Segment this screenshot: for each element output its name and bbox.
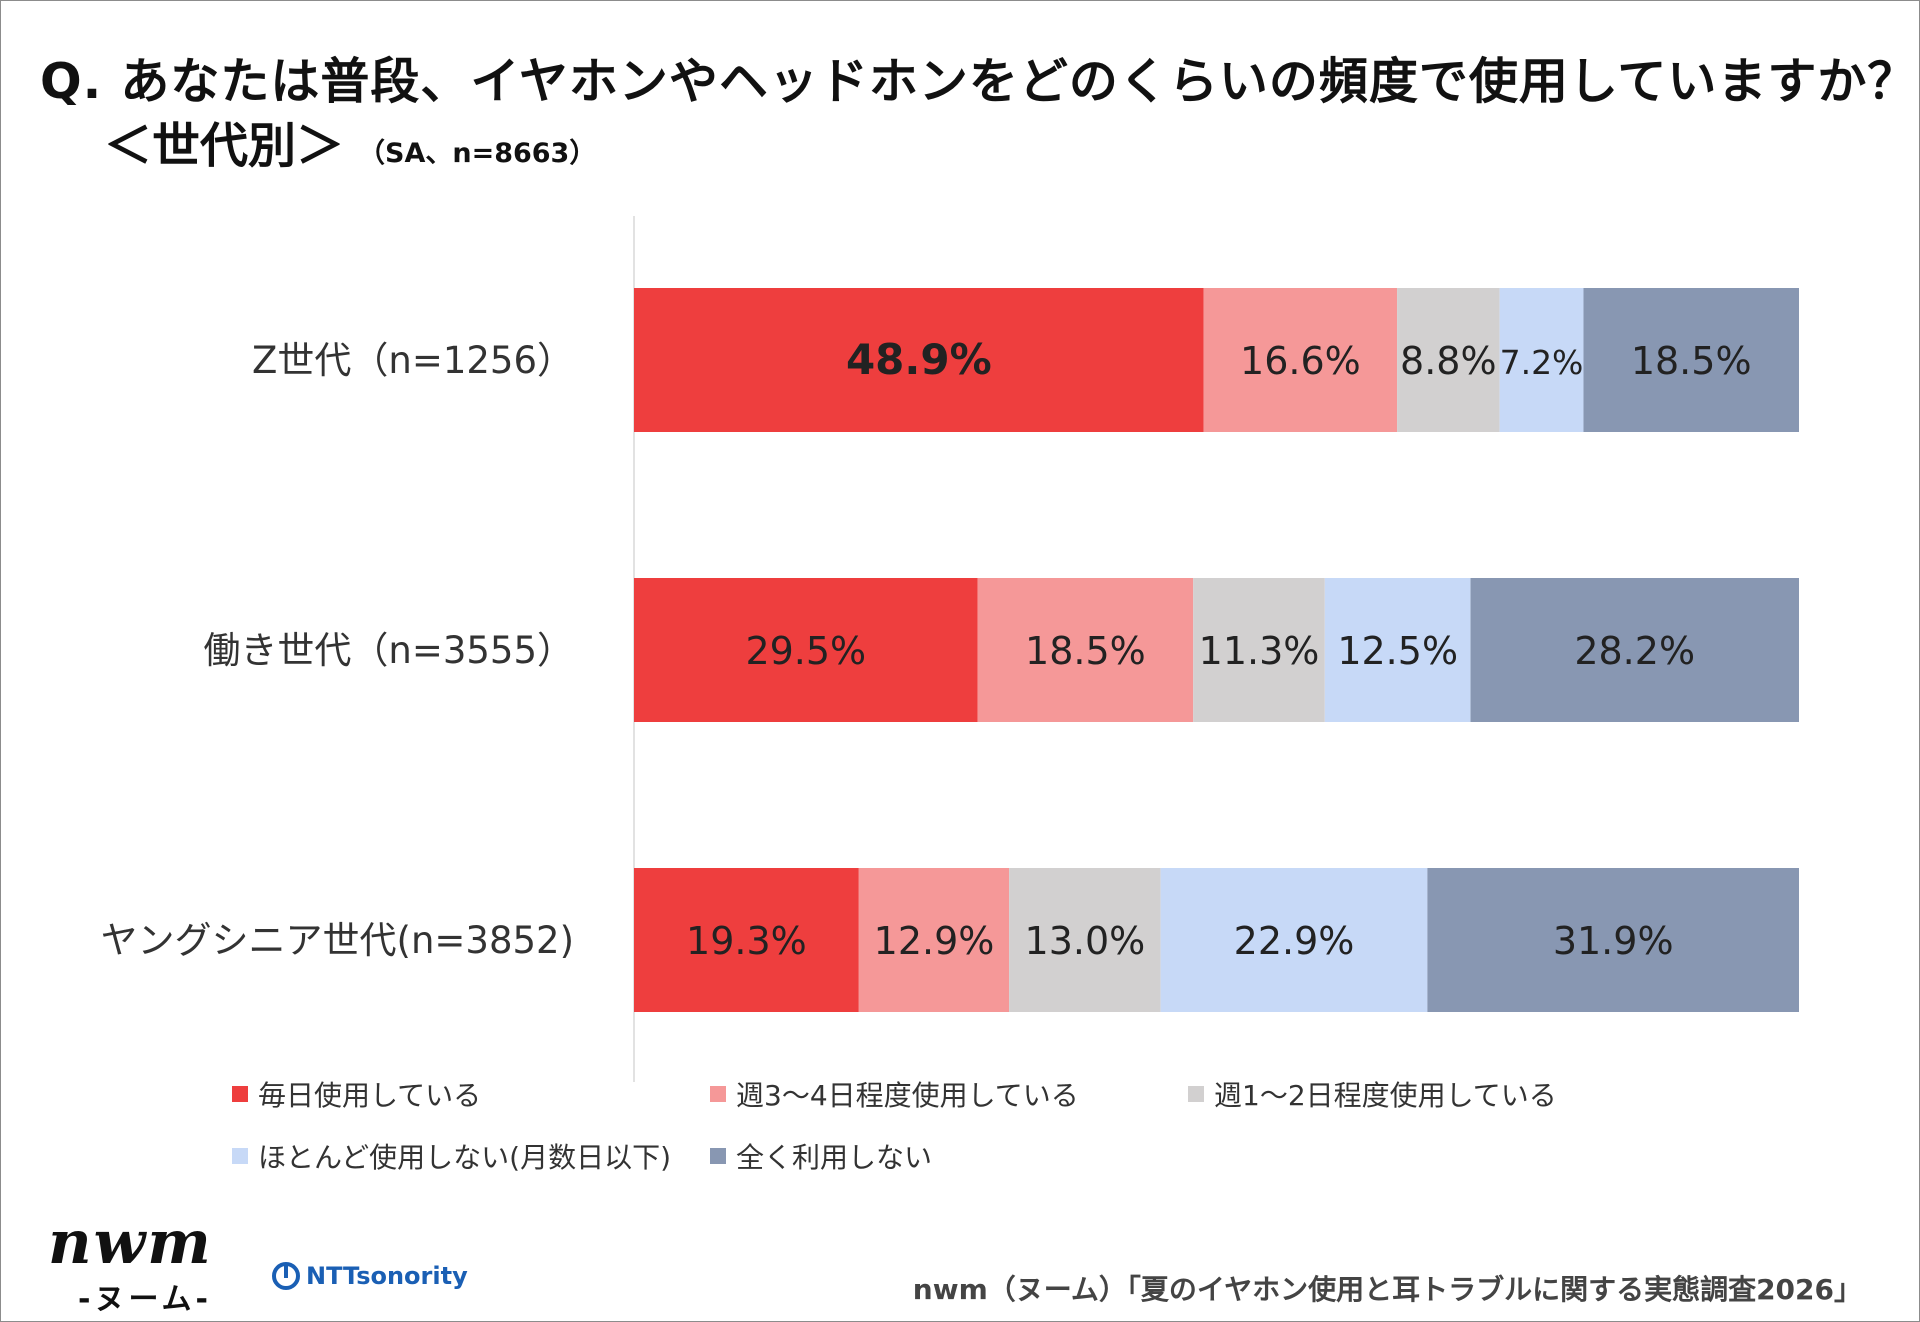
ntt-logo-icon: [272, 1262, 300, 1290]
data-label: 31.9%: [1553, 919, 1674, 963]
legend-label: ほとんど使用しない(月数日以下): [258, 1141, 672, 1174]
bar-segment: [977, 578, 1194, 722]
legend-item: ほとんど使用しない(月数日以下): [232, 1136, 671, 1176]
legend-swatch: [232, 1086, 248, 1102]
bar-segment: [1470, 578, 1799, 722]
chart-title: Q. あなたは普段、イヤホンやヘッドホンをどのくらいの頻度で使用していますか？: [40, 53, 1918, 110]
bar-segment: [634, 288, 1204, 432]
bar-segment: [634, 868, 859, 1012]
data-label: 11.3%: [1199, 629, 1320, 673]
subtitle-segment: ＜世代別＞: [104, 118, 345, 174]
bar-segment: [1583, 288, 1799, 432]
bar-segment: [1203, 288, 1398, 432]
data-label: 7.2%: [1500, 343, 1584, 382]
data-label: 29.5%: [745, 629, 866, 673]
bar-segment: [858, 868, 1010, 1012]
legend-item: 週1〜2日程度使用している: [1188, 1074, 1557, 1114]
data-label: 18.5%: [1025, 629, 1146, 673]
bar-segment: [1324, 578, 1471, 722]
nwm-logo-kana: -ヌーム-: [78, 1282, 213, 1317]
data-label: 48.9%: [846, 335, 992, 384]
bar-segment: [1397, 288, 1500, 432]
legend-label: 週1〜2日程度使用している: [1214, 1079, 1557, 1112]
bar-segment: [1427, 868, 1799, 1012]
source-note: nwm（ヌーム）「夏のイヤホン使用と耳トラブルに関する実態調査2026」: [912, 1273, 1862, 1306]
legend-item: 毎日使用している: [232, 1074, 481, 1114]
data-label: 12.9%: [874, 919, 995, 963]
legend-swatch: [710, 1086, 726, 1102]
bar-segment: [1499, 288, 1584, 432]
sample-size-note: （SA、n=8663）: [358, 138, 597, 169]
legend-swatch: [710, 1148, 726, 1164]
data-label: 8.8%: [1400, 339, 1497, 383]
bar-segment: [1009, 868, 1161, 1012]
bar-segment: [1193, 578, 1325, 722]
bar-segment: [1160, 868, 1428, 1012]
data-label: 12.5%: [1337, 629, 1458, 673]
legend-label: 週3〜4日程度使用している: [736, 1079, 1079, 1112]
legend-item: 週3〜4日程度使用している: [710, 1074, 1079, 1114]
bar-segment: [634, 578, 978, 722]
data-label: 22.9%: [1234, 919, 1355, 963]
data-label: 19.3%: [686, 919, 807, 963]
data-label: 28.2%: [1574, 629, 1695, 673]
ntt-sonority-logo: NTTsonority: [272, 1262, 468, 1290]
category-label: Z世代（n=1256）: [252, 339, 574, 382]
category-label: ヤングシニア世代(n=3852): [101, 919, 574, 962]
ntt-logo-text: NTTsonority: [306, 1262, 468, 1290]
data-label: 18.5%: [1631, 339, 1752, 383]
data-label: 13.0%: [1025, 919, 1146, 963]
legend-swatch: [1188, 1086, 1204, 1102]
legend-label: 毎日使用している: [258, 1079, 482, 1112]
legend-item: 全く利用しない: [710, 1136, 932, 1176]
data-label: 16.6%: [1240, 339, 1361, 383]
category-label: 働き世代（n=3555）: [203, 629, 574, 672]
nwm-logo: nwm: [48, 1208, 213, 1278]
legend-swatch: [232, 1148, 248, 1164]
legend-label: 全く利用しない: [736, 1141, 933, 1174]
chart-subtitle: ＜世代別＞ （SA、n=8663）: [104, 106, 596, 176]
